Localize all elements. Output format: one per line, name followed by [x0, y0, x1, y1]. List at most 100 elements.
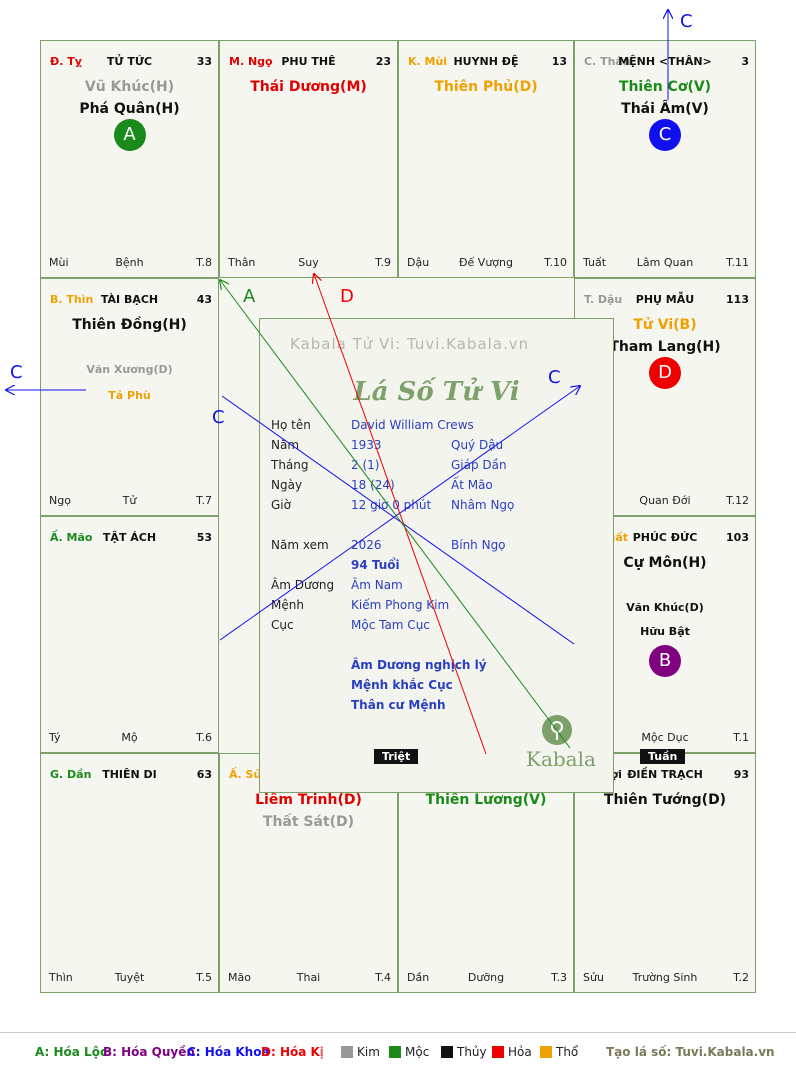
palace-cell: K. Mùi HUYNH ĐỆ 13 Thiên Phủ(D) Dậu Đế Vượng T… — [398, 40, 574, 278]
palace-number: 113 — [726, 293, 749, 306]
palace-number: 103 — [726, 531, 749, 544]
palace-stage: Trường Sinh — [632, 971, 698, 984]
label-am-duong: Âm Dương — [271, 578, 335, 592]
value-nam: 1933 — [351, 438, 382, 452]
value-thang-can-chi: Giáp Dần — [451, 458, 507, 472]
annot-d: D — [340, 286, 354, 307]
center-info-panel: Kabala Tử Vi: Tuvi.Kabala.vn Lá Số Tử Vi… — [259, 318, 614, 793]
palace-stage: Tuyệt — [114, 971, 145, 984]
major-star: Thiên Đồng(H) — [72, 317, 187, 333]
annot-c-top: C — [680, 11, 693, 32]
palace-number: 93 — [733, 768, 749, 781]
palace-branch: Sửu — [583, 971, 604, 984]
major-star: Thất Sát(D) — [262, 814, 355, 830]
legend-moc: Mộc — [389, 1045, 429, 1059]
major-star: Tử Vi(B) — [633, 317, 697, 333]
palace-can-chi: G. Dần — [50, 768, 92, 781]
palace-name: PHÚC ĐỨC — [632, 531, 698, 544]
legend-hoa-quyen: B: Hóa Quyền — [103, 1045, 195, 1059]
value-tuoi: 94 Tuổi — [351, 558, 400, 572]
palace-branch: Mão — [228, 971, 251, 984]
palace-number: 13 — [551, 55, 567, 68]
label-menh: Mệnh — [271, 598, 304, 612]
label-cuc: Cục — [271, 618, 294, 632]
palace-name: TÀI BẠCH — [100, 293, 159, 306]
tag-tuan: Tuần — [640, 749, 686, 764]
annot-c-right: C — [548, 367, 561, 388]
major-star: Thiên Phủ(D) — [434, 79, 538, 95]
note-menh-cuc: Mệnh khắc Cục — [351, 678, 453, 692]
legend-kim: Kim — [341, 1045, 380, 1059]
label-ngay: Ngày — [271, 478, 303, 492]
legend-hoa-loc: A: Hóa Lộc — [35, 1045, 108, 1059]
palace-number: 23 — [375, 55, 391, 68]
legend-hoa: Hỏa — [492, 1045, 532, 1059]
transform-badge: C — [649, 119, 681, 151]
palace-can-chi: T. Dậu — [584, 293, 623, 306]
legend-hoa-ki: D: Hóa Kị — [261, 1045, 324, 1059]
palace-name: PHỤ MẪU — [635, 293, 695, 306]
palace-name: HUYNH ĐỆ — [453, 55, 519, 68]
minor-star: Hữu Bật — [640, 625, 690, 638]
palace-number: 3 — [741, 55, 749, 68]
major-star: Phá Quân(H) — [79, 101, 180, 117]
major-star: Liêm Trinh(D) — [255, 792, 362, 808]
palace-month: T.7 — [196, 494, 212, 507]
palace-stage: Đế Vượng — [459, 256, 513, 269]
major-star: Thái Dương(M) — [250, 79, 367, 95]
palace-cell: Đ. Tỵ TỬ TỨC 33 Vũ Khúc(H) Phá Quân(H) A Mùi Bệ… — [40, 40, 219, 278]
palace-name: TỬ TỨC — [106, 55, 153, 68]
palace-can-chi: Đ. Tỵ — [50, 55, 82, 68]
value-am-duong: Âm Nam — [351, 578, 403, 592]
palace-can-chi: K. Mùi — [408, 55, 448, 68]
chart-board: Đ. Tỵ TỬ TỨC 33 Vũ Khúc(H) Phá Quân(H) A Mùi Bệ… — [40, 40, 756, 993]
palace-name: PHU THÊ — [281, 55, 336, 68]
palace-month: T.9 — [375, 256, 391, 269]
note-than-menh: Thân cư Mệnh — [351, 698, 446, 712]
major-star: Tham Lang(H) — [609, 339, 721, 355]
palace-stage: Quan Đới — [639, 494, 691, 507]
value-nam-xem: 2026 — [351, 538, 382, 552]
transform-badge: D — [649, 357, 681, 389]
kabala-logo-text: Kabala — [526, 747, 596, 771]
palace-month: T.3 — [551, 971, 567, 984]
legend-hoa-khoa: C: Hóa Khoa — [187, 1045, 270, 1059]
legend-tho: Thổ — [540, 1045, 578, 1059]
palace-branch: Tý — [49, 731, 61, 744]
minor-star: Văn Khúc(D) — [626, 601, 704, 614]
palace-number: 43 — [196, 293, 212, 306]
watermark: Kabala Tử Vi: Tuvi.Kabala.vn — [290, 335, 530, 353]
legend-bar: A: Hóa Lộc B: Hóa Quyền C: Hóa Khoa D: H… — [0, 1032, 796, 1069]
palace-stage: Thai — [296, 971, 321, 984]
palace-stage: Lâm Quan — [636, 256, 694, 269]
palace-branch: Mùi — [49, 256, 69, 269]
value-ngay: 18 (24) — [351, 478, 395, 492]
label-thang: Tháng — [271, 458, 309, 472]
annot-c-center: C — [212, 407, 225, 428]
palace-cell: B. Thìn TÀI BẠCH 43 Thiên Đồng(H) Văn Xương(… — [40, 278, 219, 516]
palace-can-chi: B. Thìn — [50, 293, 94, 306]
palace-stage: Mộc Dục — [641, 731, 689, 744]
palace-cell: G. Dần THIÊN DI 63 Thìn Tuyệt T.5 — [40, 753, 219, 993]
label-nam-xem: Năm xem — [271, 538, 329, 552]
major-star: Cự Môn(H) — [623, 555, 707, 571]
palace-month: T.11 — [726, 256, 749, 269]
note-am-duong: Âm Dương nghịch lý — [351, 658, 487, 672]
palace-cell: C. Thân MỆNH <THÂN> 3 Thiên Cơ(V) Thái Âm(V)… — [574, 40, 756, 278]
palace-branch: Tuất — [583, 256, 607, 269]
palace-name: MỆNH <THÂN> — [618, 55, 712, 68]
label-nam: Năm — [271, 438, 300, 452]
palace-cell: Ấ. SửuNÔ BỘC73Liêm Trinh(D)Thất Sát(D)Mã… — [219, 753, 398, 993]
palace-stage: Dưỡng — [467, 971, 505, 984]
palace-stage: Bệnh — [115, 256, 144, 269]
value-ho-ten: David William Crews — [351, 418, 474, 432]
value-gio: 12 giờ 0 phút — [351, 498, 432, 512]
palace-cell: Ấ. Mão TẬT ÁCH 53 Tý Mộ T.6 — [40, 516, 219, 753]
label-ho-ten: Họ tên — [271, 418, 311, 432]
palace-name: THIÊN DI — [102, 768, 157, 781]
palace-can-chi: Ấ. Mão — [50, 531, 93, 544]
palace-month: T.2 — [733, 971, 749, 984]
palace-month: T.6 — [196, 731, 212, 744]
palace-stage: Suy — [298, 256, 319, 269]
palace-stage: Tử — [122, 494, 137, 507]
